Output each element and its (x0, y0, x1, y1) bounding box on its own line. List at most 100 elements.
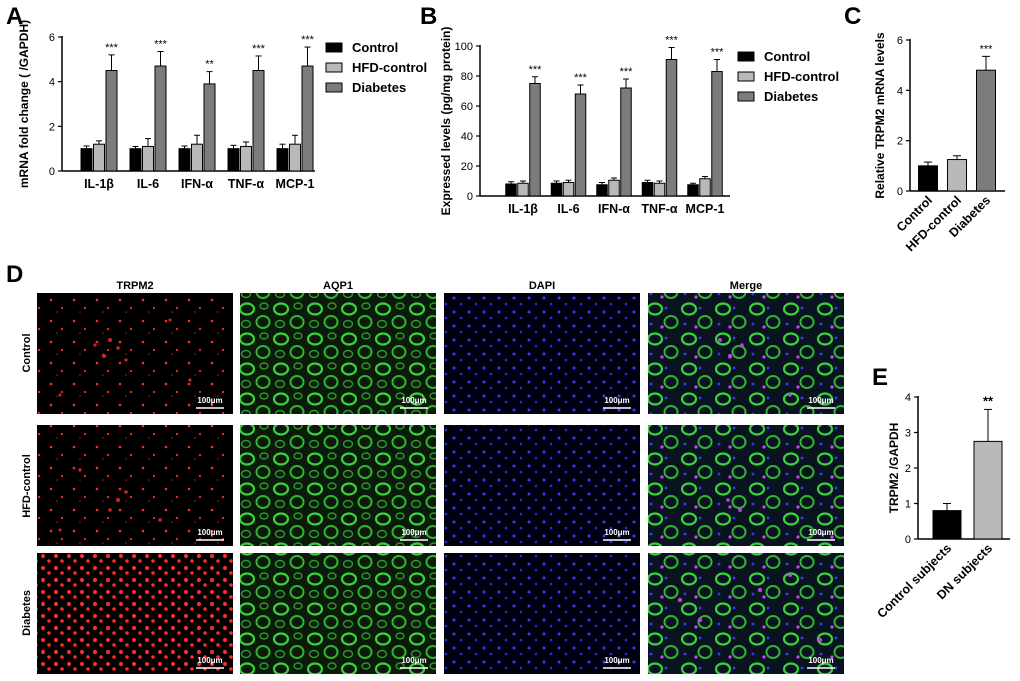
bar (699, 178, 711, 197)
significance-label: *** (620, 66, 634, 78)
legend-label: Control (764, 49, 810, 64)
micrograph-hfd-control-trpm2 (37, 425, 233, 546)
micrograph-diabetes-merge (648, 553, 844, 674)
micrograph-diabetes-dapi (444, 553, 640, 674)
y-tick-label: 1 (905, 499, 911, 511)
category-label: IL-1β (84, 177, 114, 191)
micrograph-control-dapi (444, 293, 640, 414)
bar (596, 184, 608, 197)
category-label: MCP-1 (276, 177, 315, 191)
panel-letter-c: C (844, 3, 861, 30)
chart-a: 0 2 4 6 mRNA fold change ( /GAPDH) *** IL-1β **… (17, 20, 427, 191)
bar (687, 184, 699, 197)
bar (550, 182, 563, 197)
panel-letter-b: B (420, 3, 437, 30)
bar (105, 70, 118, 172)
merge-purple-cluster (677, 338, 823, 643)
category-label: MCP-1 (686, 202, 725, 216)
category-label: IL-1β (508, 202, 538, 216)
legend-label: Control (352, 40, 398, 55)
significance-label: *** (154, 39, 168, 51)
row-label-diabetes: Diabetes (21, 590, 33, 636)
column-header-merge: Merge (730, 280, 762, 292)
row-label-control: Control (21, 333, 33, 372)
y-tick-label: 20 (461, 161, 473, 173)
significance-label: ** (983, 393, 994, 408)
trpm2-cluster-hfd (58, 468, 162, 532)
bar (620, 87, 632, 197)
bar (711, 71, 723, 197)
y-tick-label: 4 (897, 85, 903, 97)
legend-swatch (325, 82, 343, 93)
y-axis-title: Relative TRPM2 mRNA levels (873, 32, 887, 199)
bar (505, 183, 517, 197)
significance-label: *** (711, 47, 725, 59)
y-tick-label: 60 (461, 101, 473, 113)
category-label: IL-6 (137, 177, 159, 191)
scale-label: 100μm (197, 528, 222, 537)
micrograph-hfd-control-dapi (444, 425, 640, 546)
micrograph-hfd-control-merge (648, 425, 844, 546)
legend-label: Diabetes (352, 80, 406, 95)
y-tick-label: 2 (897, 136, 903, 148)
bar (947, 159, 967, 192)
panel-letter-a: A (6, 3, 23, 30)
significance-label: *** (301, 34, 315, 46)
category-label: Control subjects (874, 541, 954, 621)
significance-label: *** (105, 42, 119, 54)
micrograph-diabetes-trpm2 (37, 553, 233, 674)
bar (918, 165, 938, 192)
bar (608, 179, 620, 197)
category-label: IFN-α (181, 177, 213, 191)
micrograph-control-merge (648, 293, 844, 414)
column-header-dapi: DAPI (529, 280, 555, 292)
y-tick-label: 100 (455, 41, 473, 53)
bar (517, 182, 529, 197)
scale-label: 100μm (808, 656, 833, 665)
legend-swatch (737, 51, 755, 62)
category-label: IL-6 (557, 202, 579, 216)
micrograph-hfd-control-aqp1 (240, 425, 436, 546)
bar (276, 148, 289, 172)
y-tick-label: 0 (467, 191, 473, 203)
category-label: IFN-α (598, 202, 630, 216)
bar (976, 69, 996, 192)
significance-label: *** (252, 43, 266, 55)
scale-bars (196, 407, 835, 669)
significance-label: *** (980, 43, 994, 55)
legend-label: HFD-control (764, 69, 839, 84)
panel-letter-d: D (6, 261, 23, 288)
scale-label: 100μm (401, 528, 426, 537)
bar (240, 145, 252, 172)
significance-label: *** (529, 64, 543, 76)
significance-label: *** (574, 72, 588, 84)
scale-label: 100μm (604, 528, 629, 537)
scale-label: 100μm (197, 656, 222, 665)
y-tick-label: 4 (905, 392, 911, 404)
y-axis-title: mRNA fold change ( /GAPDH) (17, 20, 31, 188)
legend-swatch (737, 71, 755, 82)
y-tick-label: 0 (49, 166, 55, 178)
y-tick-label: 3 (905, 428, 911, 440)
y-tick-label: 6 (897, 35, 903, 47)
y-tick-label: 0 (905, 534, 911, 546)
legend-swatch (325, 62, 343, 73)
bar (80, 148, 93, 172)
scale-label: 100μm (808, 396, 833, 405)
y-tick-label: 6 (49, 32, 55, 44)
panel-letter-e: E (872, 364, 888, 391)
y-tick-label: 0 (897, 186, 903, 198)
y-tick-label: 2 (49, 121, 55, 133)
bar (932, 510, 962, 540)
y-tick-label: 80 (461, 71, 473, 83)
scale-label: 100μm (604, 396, 629, 405)
y-tick-label: 40 (461, 131, 473, 143)
bar (142, 145, 154, 172)
bar (93, 143, 105, 172)
bar (129, 148, 142, 172)
bar (227, 148, 240, 172)
bar (178, 148, 191, 172)
